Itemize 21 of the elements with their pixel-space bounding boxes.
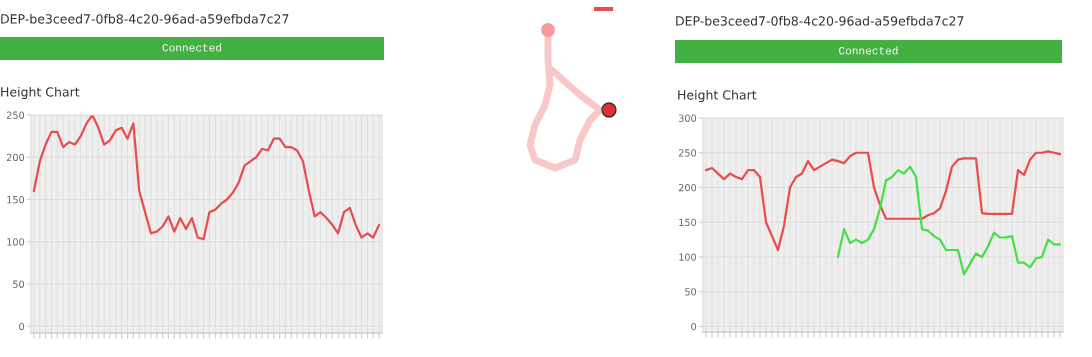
text: Connected (839, 46, 898, 55)
line-series (704, 150, 1062, 252)
y-tick-label: 100 (679, 253, 697, 261)
y-tick-label: 50 (685, 288, 697, 296)
y-tick-label: 150 (679, 218, 697, 227)
y-tick-label: 100 (7, 238, 25, 246)
y-tick-label: 0 (691, 322, 697, 331)
chart-title: Height Chart (1, 86, 80, 100)
y-tick-label: 250 (6, 111, 25, 119)
text: DEP-be3ceed7-0fb8-4c20-96ad-a59efbda7c27 (676, 15, 964, 26)
y-tick-label: 200 (678, 183, 697, 192)
y-tick-label: 250 (678, 149, 697, 157)
y-tick-label: 300 (678, 114, 697, 122)
text: DEP-be3ceed7-0fb8-4c20-96ad-a59efbda7c27 (1, 13, 289, 24)
y-tick-label: 150 (7, 195, 25, 204)
line-series (836, 165, 1062, 276)
y-tick-label: 200 (6, 153, 25, 162)
text: Connected (162, 43, 222, 52)
chart-title: Height Chart (678, 89, 757, 103)
y-tick-label: 0 (19, 322, 25, 331)
y-tick-label: 50 (13, 280, 25, 288)
